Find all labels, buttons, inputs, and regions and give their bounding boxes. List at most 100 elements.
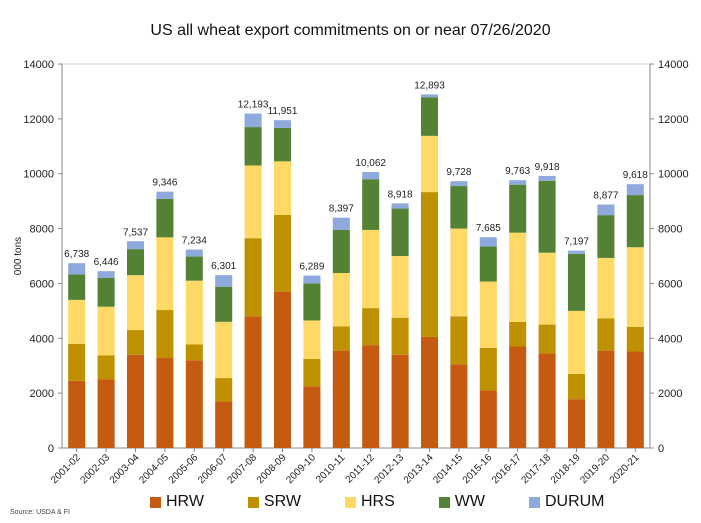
bar-segment-durum — [273, 120, 292, 128]
bar-segment-hrw — [362, 345, 380, 448]
bar-segment-durum — [479, 237, 497, 247]
bar-segment-hrs — [391, 256, 409, 318]
legend-label: WW — [454, 493, 485, 510]
x-tick-label: 2008-09 — [255, 452, 289, 486]
bar-segment-hrw — [303, 386, 321, 448]
bar-segment-durum — [126, 241, 145, 250]
bar-segment-hrw — [156, 358, 174, 448]
bar-segment-srw — [391, 317, 409, 355]
bar-segment-srw — [332, 326, 350, 351]
bar-segment-hrw — [97, 379, 115, 448]
x-tick-label: 2020-21 — [608, 452, 642, 486]
bar-segment-ww — [509, 184, 527, 233]
total-data-label: 12,893 — [414, 80, 445, 91]
bar-segment-hrw — [68, 380, 86, 448]
x-tick-label: 2001-02 — [49, 452, 83, 486]
bar-segment-hrs — [597, 257, 615, 319]
x-tick-label: 2002-03 — [78, 452, 112, 486]
bar-segment-ww — [244, 127, 262, 166]
legend-label: DURUM — [544, 493, 605, 510]
total-data-label: 8,877 — [593, 191, 618, 202]
bar-segment-srw — [185, 344, 203, 361]
y-tick-label-left: 10000 — [23, 169, 54, 181]
y-tick-label-left: 14000 — [23, 59, 54, 71]
bar-segment-hrw — [509, 346, 527, 448]
x-tick-label: 2015-16 — [461, 452, 495, 486]
total-data-label: 8,397 — [329, 204, 354, 215]
bar-segment-ww — [215, 286, 233, 322]
total-data-label: 9,728 — [446, 167, 471, 178]
y-axis-label: 000 tons — [13, 237, 24, 275]
total-data-label: 12,193 — [238, 100, 269, 111]
x-tick-label: 2012-13 — [372, 452, 406, 486]
legend-label: HRW — [166, 493, 204, 510]
bar-segment-durum — [450, 181, 468, 187]
bar-segment-srw — [273, 214, 292, 292]
bar-segment-durum — [97, 271, 115, 278]
bar-segment-durum — [362, 172, 380, 180]
legend-swatch — [528, 496, 540, 508]
bar-segment-srw — [244, 238, 262, 317]
bar-segment-hrw — [420, 336, 439, 448]
total-data-label: 10,062 — [355, 158, 386, 169]
y-tick-label-right: 14000 — [658, 59, 689, 71]
bar-segment-ww — [97, 277, 115, 307]
y-tick-label-right: 8000 — [658, 224, 682, 236]
bar-segment-hrw — [273, 291, 292, 448]
bar-segment-hrw — [450, 364, 468, 448]
y-tick-label-right: 2000 — [658, 388, 682, 400]
bar-segment-hrw — [538, 353, 556, 448]
bar-segment-ww — [273, 127, 292, 162]
bar-segment-hrs — [303, 320, 321, 359]
bar-segment-durum — [215, 275, 233, 287]
bar-segment-hrs — [97, 306, 115, 356]
bar-segment-hrw — [332, 350, 350, 448]
y-tick-label-left: 2000 — [30, 388, 54, 400]
bar-segment-hrs — [538, 252, 556, 325]
total-data-label: 8,918 — [388, 189, 413, 200]
bar-segment-durum — [156, 191, 174, 199]
bar-segment-durum — [185, 249, 203, 257]
bar-segment-hrs — [244, 165, 262, 239]
y-tick-label-right: 4000 — [658, 333, 682, 345]
bar-segment-ww — [479, 246, 497, 282]
y-tick-label-right: 12000 — [658, 114, 689, 126]
bar-segment-hrw — [479, 390, 497, 448]
y-tick-label-right: 10000 — [658, 169, 689, 181]
bar-segment-hrs — [332, 273, 350, 327]
bar-segment-hrs — [185, 280, 203, 345]
bar-segment-ww — [567, 253, 586, 311]
x-tick-label: 2005-06 — [167, 452, 201, 486]
x-tick-label: 2017-18 — [519, 452, 553, 486]
legend: HRW SRW HRS WW DURUM — [150, 493, 649, 511]
bar-segment-hrs — [215, 321, 233, 379]
bar-segment-srw — [215, 378, 233, 402]
y-tick-label-left: 12000 — [23, 114, 54, 126]
bar-segment-durum — [567, 250, 586, 254]
bar-segment-hrw — [126, 354, 145, 448]
legend-item-srw: SRW — [247, 493, 301, 511]
bar-segment-ww — [450, 186, 468, 229]
y-tick-label-left: 4000 — [30, 333, 54, 345]
legend-swatch — [438, 496, 450, 508]
legend-item-ww: WW — [438, 493, 485, 511]
source-note: Source: USDA & FI — [10, 509, 70, 516]
bar-segment-ww — [126, 249, 145, 276]
bar-segment-hrw — [597, 350, 615, 448]
bar-segment-hrs — [479, 281, 497, 348]
total-data-label: 6,738 — [64, 249, 89, 260]
bar-segment-hrs — [626, 247, 644, 327]
bar-segment-hrs — [567, 310, 586, 374]
bar-segment-srw — [479, 347, 497, 391]
legend-label: HRS — [360, 493, 395, 510]
legend-item-hrw: HRW — [150, 493, 204, 511]
bar-segment-srw — [567, 373, 586, 400]
bar-segment-ww — [303, 283, 321, 321]
total-data-label: 9,346 — [152, 178, 177, 189]
y-tick-label-left: 6000 — [30, 278, 54, 290]
total-data-label: 6,301 — [211, 261, 236, 272]
bar-segment-hrs — [362, 229, 380, 309]
y-tick-label-right: 0 — [658, 443, 664, 455]
bar-segment-srw — [626, 326, 644, 352]
